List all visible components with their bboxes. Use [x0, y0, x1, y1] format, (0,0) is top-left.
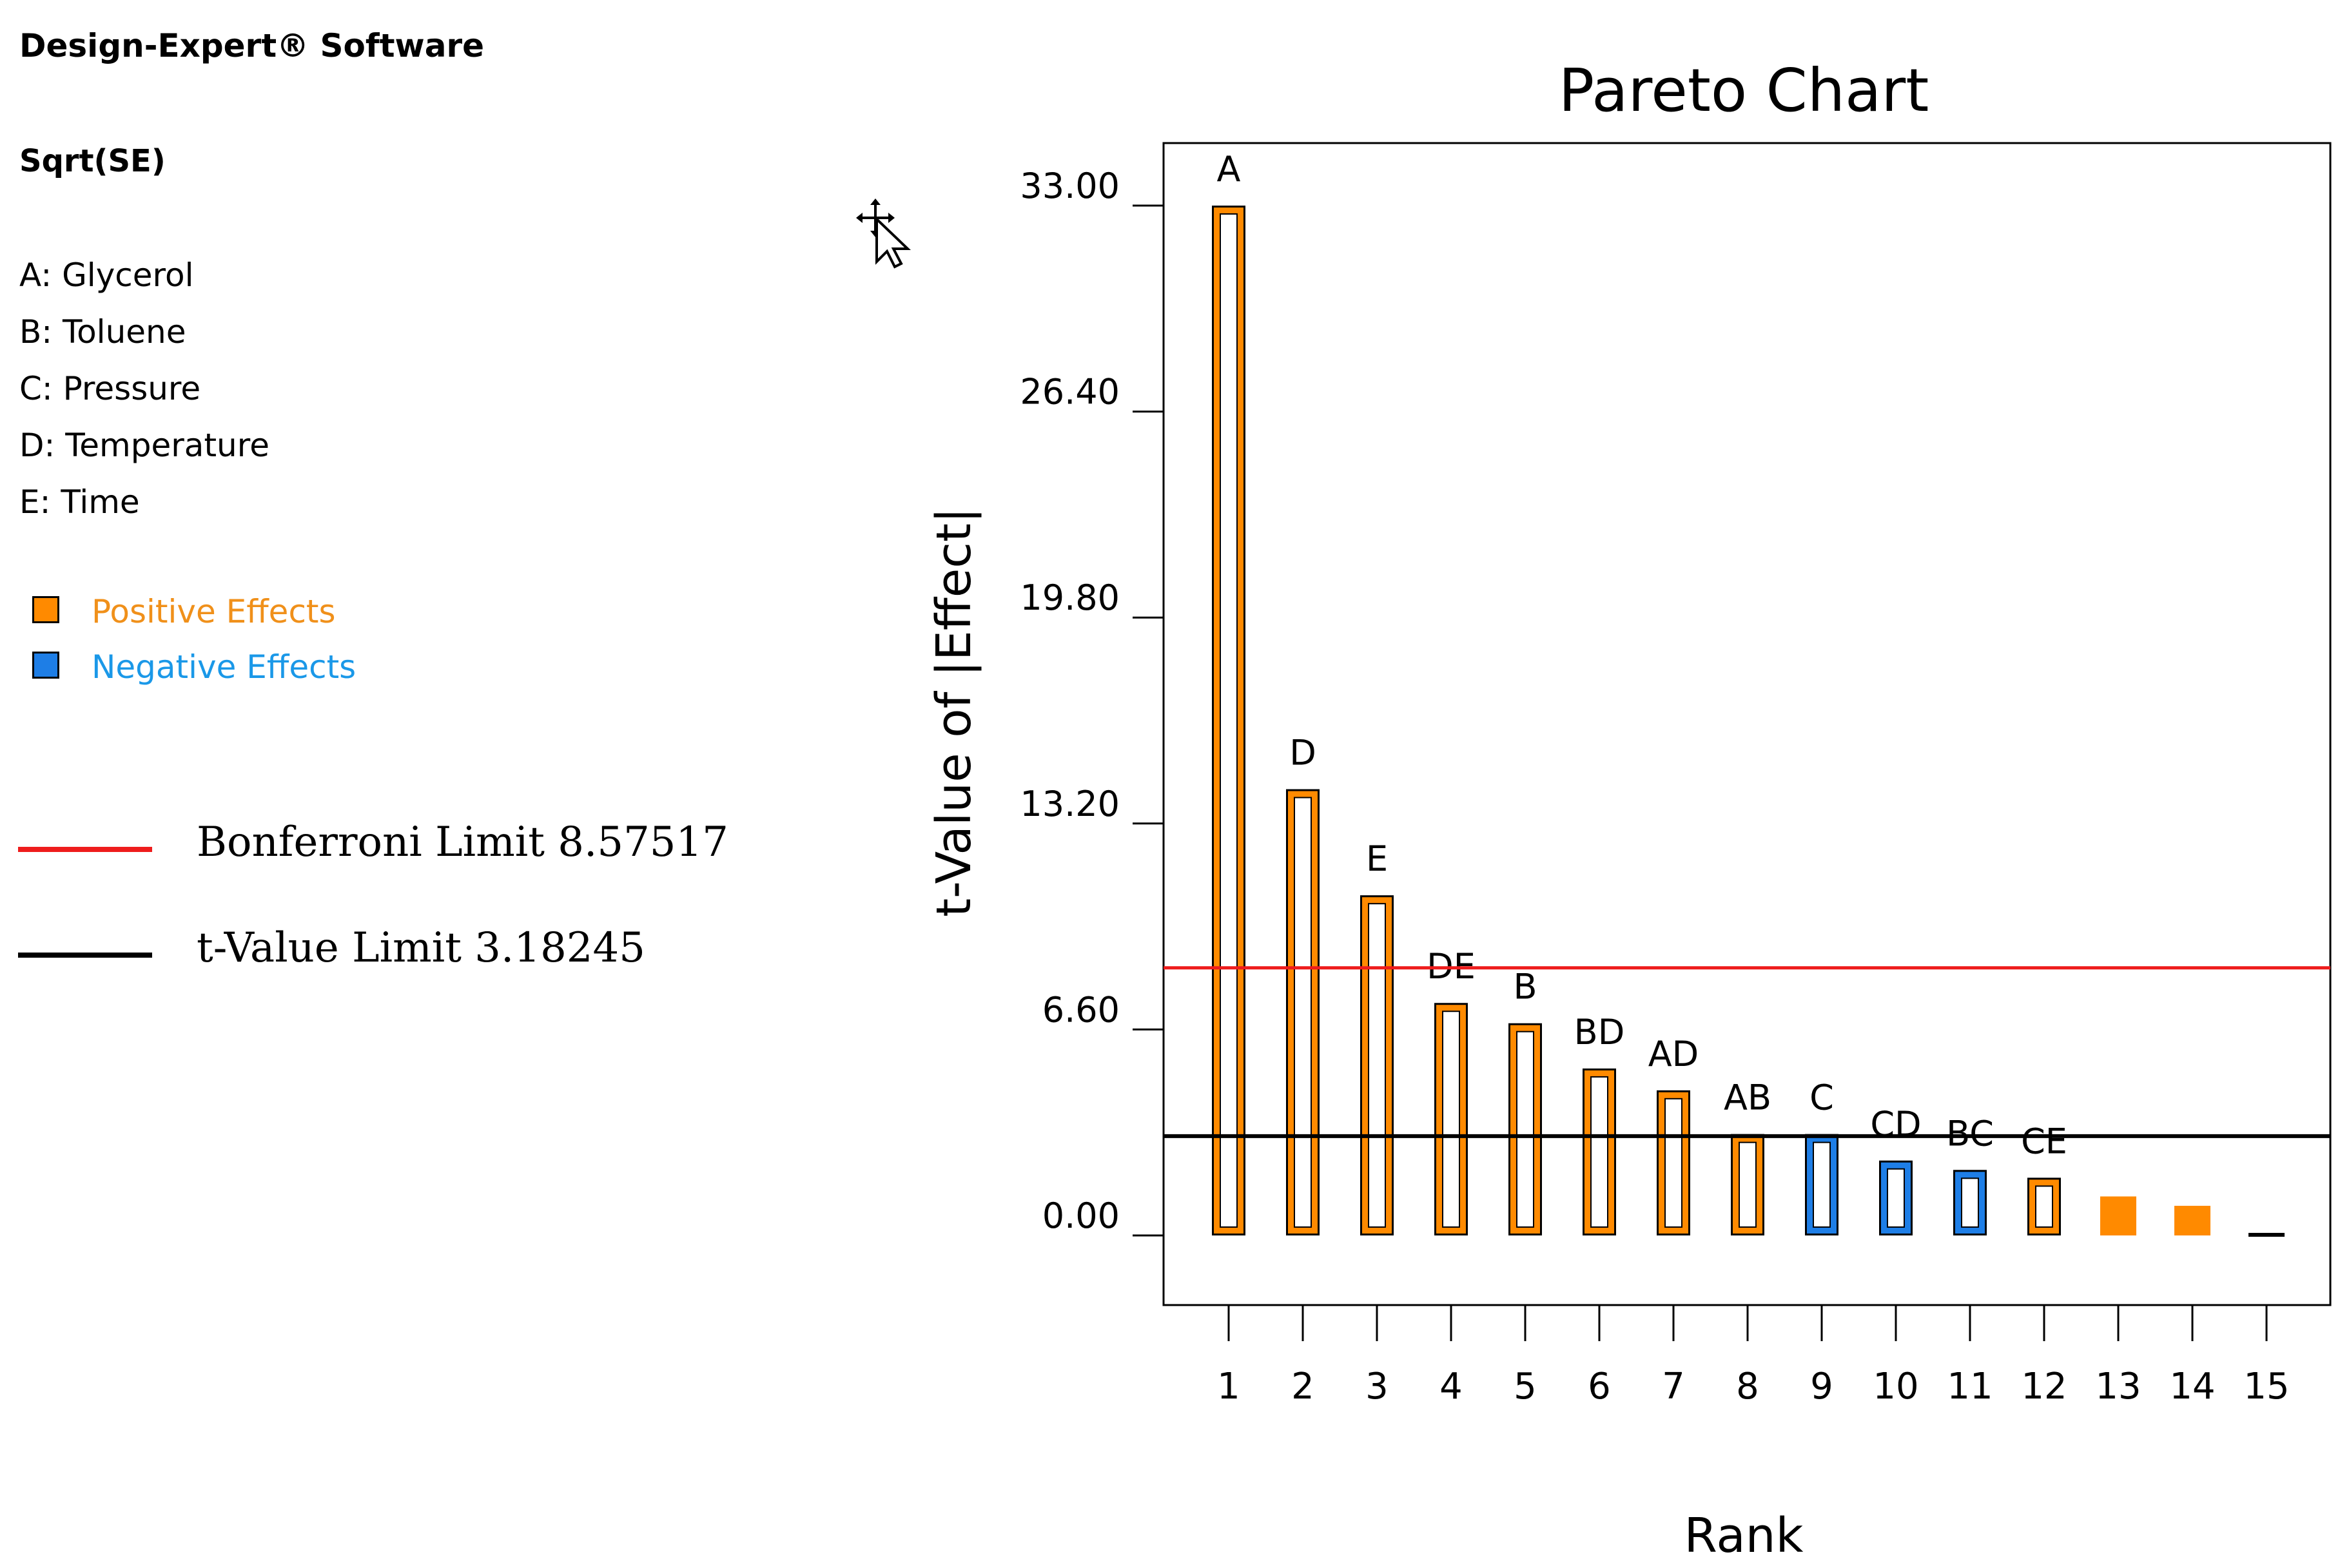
bar-hollow	[1888, 1169, 1904, 1226]
bar-label: BC	[1946, 1113, 1994, 1154]
x-tick-label: 9	[1810, 1366, 1833, 1408]
x-axis-label: Rank	[1684, 1508, 1804, 1563]
x-tick-label: 5	[1514, 1366, 1537, 1408]
bar-rank-15	[2248, 1233, 2285, 1237]
x-tick-label: 14	[2169, 1366, 2215, 1408]
bar-label: E	[1366, 838, 1388, 879]
x-tick-label: 3	[1365, 1366, 1389, 1408]
move-cursor-icon	[856, 198, 911, 269]
y-tick-label: 19.80	[1020, 577, 1120, 618]
x-tick-label: 1	[1217, 1366, 1240, 1408]
bar-label: AB	[1724, 1078, 1771, 1118]
bar-hollow	[1369, 904, 1385, 1226]
x-tick-label: 13	[2095, 1366, 2141, 1408]
bar-label: AD	[1648, 1034, 1699, 1074]
bar-hollow	[1666, 1099, 1681, 1226]
bar-rank-2	[1286, 789, 1320, 1235]
x-tick-label: 11	[1947, 1366, 1993, 1408]
bar-rank-1	[1212, 206, 1245, 1235]
y-axis-label: t-Value of |Effect|	[926, 507, 982, 917]
bonferroni-legend-line	[18, 847, 152, 852]
y-tick-label: 33.00	[1020, 166, 1120, 206]
software-title: Design-Expert® Software	[19, 27, 485, 64]
bar-label: CE	[2021, 1121, 2067, 1161]
bar-hollow	[1814, 1143, 1829, 1226]
bar-label: B	[1513, 967, 1537, 1007]
bar-rank-5	[1508, 1023, 1542, 1235]
bar-hollow	[1517, 1032, 1533, 1226]
response-title: Sqrt(SE)	[19, 143, 166, 179]
bar-rank-12	[2027, 1177, 2061, 1235]
bar-label: A	[1217, 149, 1241, 189]
bar-hollow	[2036, 1186, 2052, 1226]
factor-d: D: Temperature	[19, 427, 269, 464]
y-tick-label: 0.00	[1042, 1195, 1120, 1236]
negative-effects-label: Negative Effects	[92, 648, 356, 686]
factor-b: B: Toluene	[19, 313, 186, 351]
bar-rank-8	[1731, 1134, 1764, 1235]
negative-effects-swatch	[32, 652, 59, 679]
bar-rank-9	[1805, 1134, 1838, 1235]
tvalue-legend-line	[18, 953, 152, 958]
y-tick-label: 6.60	[1042, 989, 1120, 1030]
x-tick-label: 15	[2243, 1366, 2289, 1408]
bar-hollow	[1295, 798, 1311, 1226]
chart-title: Pareto Chart	[1559, 56, 1929, 125]
legend-panel: Design-Expert® Software Sqrt(SE) A: Glyc…	[0, 0, 838, 1568]
factor-e: E: Time	[19, 483, 140, 521]
x-tick-label: 12	[2021, 1366, 2067, 1408]
factor-c: C: Pressure	[19, 370, 201, 407]
bar-rank-7	[1657, 1090, 1690, 1235]
bar-rank-3	[1360, 895, 1394, 1235]
positive-effects-label: Positive Effects	[92, 593, 336, 630]
bar-hollow	[1740, 1143, 1755, 1226]
bar-label: D	[1289, 733, 1316, 773]
bar-rank-13	[2100, 1196, 2136, 1235]
factor-a: A: Glycerol	[19, 256, 194, 294]
bar-hollow	[1221, 215, 1236, 1226]
bonferroni-legend-label: Bonferroni Limit 8.57517	[197, 818, 728, 866]
y-tick-label: 13.20	[1020, 784, 1120, 824]
bar-rank-11	[1953, 1170, 1987, 1235]
bar-label: CD	[1870, 1104, 1921, 1145]
positive-effects-swatch	[32, 596, 59, 623]
bar-rank-10	[1879, 1160, 1913, 1235]
bar-label: C	[1809, 1078, 1834, 1118]
x-tick-label: 4	[1439, 1366, 1463, 1408]
bar-hollow	[1592, 1077, 1607, 1226]
x-tick-label: 2	[1291, 1366, 1314, 1408]
plot-frame	[1162, 142, 2332, 1306]
x-tick-label: 6	[1588, 1366, 1611, 1408]
bar-rank-14	[2174, 1205, 2210, 1235]
x-tick-label: 8	[1736, 1366, 1759, 1408]
bar-rank-4	[1434, 1003, 1468, 1235]
x-tick-label: 10	[1873, 1366, 1918, 1408]
y-tick-label: 26.40	[1020, 372, 1120, 412]
bar-hollow	[1443, 1012, 1459, 1226]
bar-hollow	[1962, 1179, 1978, 1226]
bar-rank-6	[1583, 1068, 1616, 1235]
x-tick-label: 7	[1662, 1366, 1685, 1408]
tvalue-legend-label: t-Value Limit 3.18245	[197, 924, 645, 972]
bar-label: BD	[1574, 1012, 1625, 1052]
